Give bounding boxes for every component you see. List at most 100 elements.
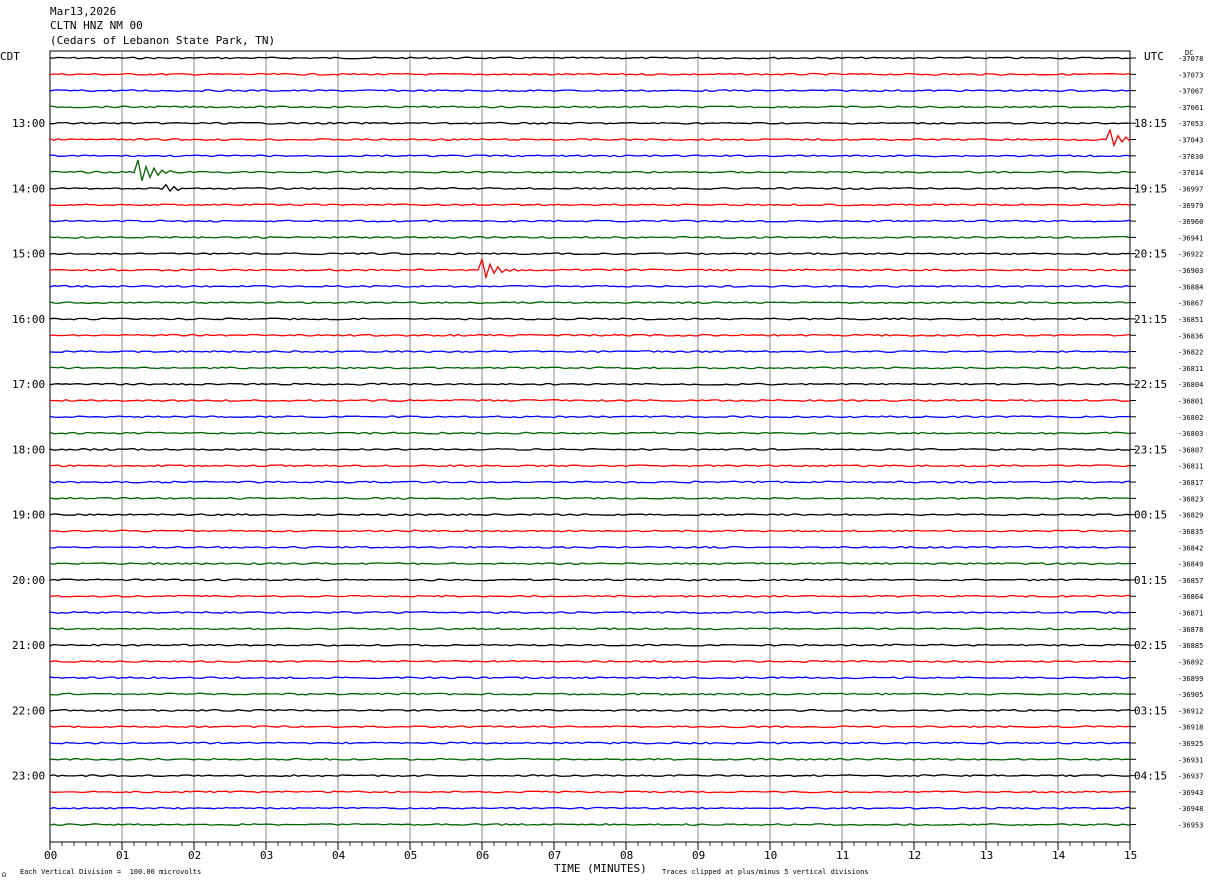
trace-line-18 xyxy=(49,350,1131,354)
dc-offset-label: -36941 xyxy=(1178,234,1203,242)
dc-offset-label: -36849 xyxy=(1178,561,1203,569)
trace-line-39 xyxy=(49,692,1131,696)
x-axis-title: TIME (MINUTES) xyxy=(554,862,647,875)
trace-line-42 xyxy=(49,741,1130,745)
dc-offset-label: -36905 xyxy=(1178,691,1203,699)
trace-line-46 xyxy=(49,806,1131,810)
x-tick-label: 08 xyxy=(620,849,633,862)
chart-frame xyxy=(49,50,1131,843)
x-tick-label: 01 xyxy=(116,849,129,862)
left-hour-label: 16:00 xyxy=(12,313,45,326)
dc-offset-label: -36937 xyxy=(1178,773,1203,781)
dc-offset-label: -36943 xyxy=(1178,789,1203,797)
trace-line-35 xyxy=(49,627,1131,631)
station-location: (Cedars of Lebanon State Park, TN) xyxy=(50,34,276,47)
corner-mark: ☊ xyxy=(2,871,7,879)
trace-line-7 xyxy=(49,159,1131,181)
dc-offset-label: -36948 xyxy=(1178,805,1203,813)
trace-line-40 xyxy=(49,708,1131,712)
dc-offset-label: -36953 xyxy=(1178,822,1203,830)
trace-line-1 xyxy=(49,72,1131,76)
trace-line-23 xyxy=(49,431,1131,435)
trace-line-8 xyxy=(49,183,1131,193)
dc-offset-label: -36835 xyxy=(1178,528,1203,536)
dc-offset-label: -36931 xyxy=(1178,756,1203,764)
right-hour-label: 03:15 xyxy=(1134,704,1167,717)
trace-line-6 xyxy=(49,154,1131,158)
x-tick-label: 03 xyxy=(260,849,273,862)
trace-line-12 xyxy=(49,252,1131,256)
left-hour-label: 22:00 xyxy=(12,704,45,717)
scale-note: Each Vertical Division = 100.00 microvol… xyxy=(20,868,202,876)
x-tick-label: 09 xyxy=(692,849,705,862)
right-hour-label: 18:15 xyxy=(1134,117,1167,130)
dc-offset-label: -36803 xyxy=(1178,430,1203,438)
trace-line-36 xyxy=(49,643,1131,647)
dc-offset-label: -36918 xyxy=(1178,724,1203,732)
chart-date: Mar13,2026 xyxy=(50,5,117,18)
dc-offset-label: -36885 xyxy=(1178,642,1203,650)
right-hour-label: 00:15 xyxy=(1134,509,1167,522)
left-timezone-label: CDT xyxy=(0,50,20,63)
trace-line-41 xyxy=(49,725,1131,729)
dc-offset-label: -36899 xyxy=(1178,675,1203,683)
dc-offset-label: -36829 xyxy=(1178,512,1203,520)
trace-line-37 xyxy=(49,659,1130,663)
trace-line-28 xyxy=(49,513,1131,517)
trace-line-2 xyxy=(49,89,1131,93)
left-hour-label: 23:00 xyxy=(12,770,45,783)
trace-line-14 xyxy=(49,284,1131,288)
dc-offset-header: DC xyxy=(1185,49,1194,57)
x-tick-label: 13 xyxy=(980,849,993,862)
trace-line-47 xyxy=(49,823,1131,827)
left-hour-label: 14:00 xyxy=(12,182,45,195)
trace-line-0 xyxy=(49,56,1131,60)
right-hour-label: 23:15 xyxy=(1134,443,1167,456)
dc-offset-label: -36822 xyxy=(1178,349,1203,357)
dc-offset-label: -37061 xyxy=(1178,104,1203,112)
trace-line-26 xyxy=(49,480,1131,484)
right-hour-label: 20:15 xyxy=(1134,248,1167,261)
left-hour-label: 18:00 xyxy=(12,443,45,456)
trace-line-16 xyxy=(49,317,1131,321)
left-hour-label: 13:00 xyxy=(12,117,45,130)
dc-offset-label: -36811 xyxy=(1178,463,1203,471)
trace-line-38 xyxy=(49,676,1131,680)
dc-offset-label: -36960 xyxy=(1178,218,1203,226)
dc-offset-label: -36857 xyxy=(1178,577,1203,585)
x-tick-label: 00 xyxy=(44,849,57,862)
dc-offset-label: -37067 xyxy=(1178,88,1203,96)
left-hour-label: 20:00 xyxy=(12,574,45,587)
dc-offset-label: -36836 xyxy=(1178,332,1203,340)
clip-note: Traces clipped at plus/minus 5 vertical … xyxy=(662,868,869,876)
trace-line-3 xyxy=(49,105,1131,109)
trace-line-44 xyxy=(49,774,1131,778)
trace-line-10 xyxy=(49,219,1131,223)
dc-offset-label: -36817 xyxy=(1178,479,1203,487)
dc-offset-label: -37014 xyxy=(1178,169,1203,177)
dc-offset-label: -37043 xyxy=(1178,137,1203,145)
trace-line-45 xyxy=(49,790,1131,794)
station-code: CLTN HNZ NM 00 xyxy=(50,19,143,32)
dc-offset-label: -36903 xyxy=(1178,267,1203,275)
x-tick-label: 10 xyxy=(764,849,777,862)
x-tick-label: 04 xyxy=(332,849,346,862)
trace-line-43 xyxy=(49,757,1131,761)
trace-line-5 xyxy=(49,128,1131,148)
trace-line-31 xyxy=(49,562,1131,566)
dc-offset-label: -37073 xyxy=(1178,71,1203,79)
dc-offset-label: -36979 xyxy=(1178,202,1203,210)
trace-line-21 xyxy=(49,399,1131,402)
trace-line-13 xyxy=(49,257,1131,280)
trace-line-25 xyxy=(49,464,1131,468)
dc-offset-label: -36867 xyxy=(1178,300,1203,308)
left-hour-label: 19:00 xyxy=(12,509,45,522)
right-hour-label: 04:15 xyxy=(1134,770,1167,783)
dc-offset-label: -37053 xyxy=(1178,120,1203,128)
dc-offset-label: -36878 xyxy=(1178,626,1203,634)
dc-offset-label: -36807 xyxy=(1178,446,1203,454)
trace-line-9 xyxy=(49,203,1131,207)
x-tick-label: 06 xyxy=(476,849,489,862)
dc-offset-label: -36912 xyxy=(1178,707,1203,715)
